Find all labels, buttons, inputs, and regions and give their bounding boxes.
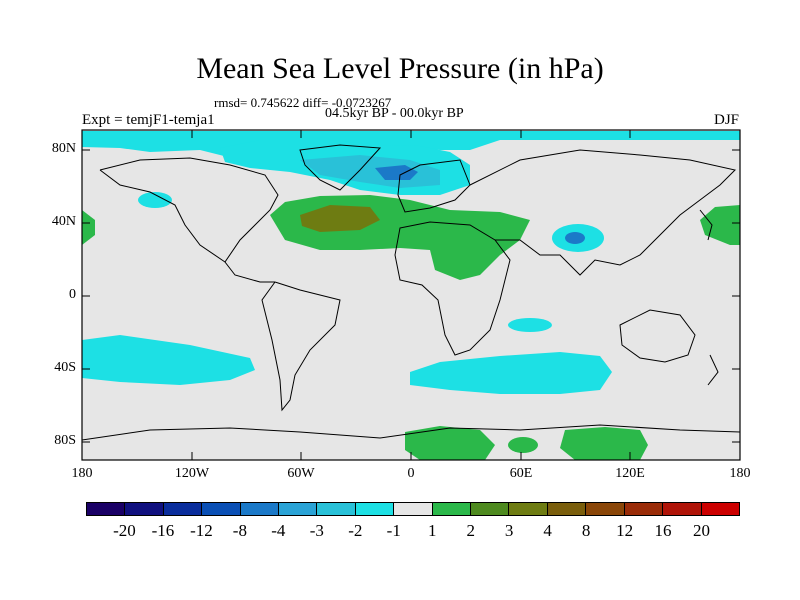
colorbar-label: 20 <box>693 521 711 540</box>
east-pacific-positive <box>82 210 95 245</box>
colorbar-label: -1 <box>386 521 401 540</box>
antarctic-positive-3 <box>508 437 538 453</box>
colorbar-label: 3 <box>504 521 514 540</box>
y-tick-0: 0 <box>69 287 76 302</box>
colorbar-swatch-10 <box>471 503 510 515</box>
antarctic-positive-1 <box>405 426 495 460</box>
colorbar-swatch-4 <box>240 503 280 515</box>
antarctica-coast <box>82 424 740 441</box>
colorbar-swatch-7 <box>355 503 395 515</box>
colorbar-swatch-16 <box>701 503 739 515</box>
colorbar-label: -4 <box>271 521 286 540</box>
greenland-deep-negative <box>375 165 418 180</box>
y-tick-80s: 80S <box>54 433 76 448</box>
y-tick-80n: 80N <box>51 141 76 156</box>
west-pacific-positive <box>700 205 740 245</box>
period-subtitle: 04.5kyr BP - 00.0kyr BP <box>325 106 464 121</box>
x-tick-120w: 120W <box>174 466 210 481</box>
north-america-west-coast <box>99 169 226 263</box>
colorbar-swatch-14 <box>624 503 664 515</box>
colorbar-label: -12 <box>190 521 213 540</box>
colorbar-label: -3 <box>309 521 324 540</box>
new-zealand-coast <box>707 354 719 386</box>
x-tick-60w: 60W <box>287 466 315 481</box>
asia-coast <box>469 149 736 276</box>
colorbar-swatch-1 <box>125 503 164 515</box>
colorbar-swatch-3 <box>202 503 241 515</box>
colorbar-swatch-6 <box>317 503 356 515</box>
colorbar-label: 16 <box>654 521 672 540</box>
south-america-coast <box>261 281 341 412</box>
y-tick-40s: 40S <box>54 360 76 375</box>
colorbar-swatch-5 <box>279 503 318 515</box>
indian-ocean-negative-small <box>508 318 552 332</box>
colorbar-label: 4 <box>543 521 552 540</box>
greenland-coast <box>299 144 382 191</box>
colorbar-swatch-15 <box>663 503 702 515</box>
colorbar-swatch-9 <box>432 503 472 515</box>
colorbar-swatch-8 <box>394 503 433 515</box>
axis-ticks <box>81 130 741 460</box>
x-tick-0: 0 <box>407 466 415 481</box>
europe-coast <box>397 159 471 213</box>
colorbar-label: -16 <box>151 521 175 540</box>
stats-subtitle: rmsd= 0.745622 diff= -0.0723267 <box>214 95 392 110</box>
north-atlantic-core-positive <box>300 205 380 232</box>
colorbar-label: 1 <box>427 521 437 540</box>
colorbar-label: -8 <box>232 521 247 540</box>
x-tick-180e: 180 <box>729 466 751 481</box>
colorbar-label: 8 <box>581 521 591 540</box>
x-tick-60e: 60E <box>509 466 533 481</box>
colorbar-label: -2 <box>348 521 363 540</box>
south-pacific-negative <box>82 335 255 385</box>
colorbar-label: -20 <box>113 521 136 540</box>
australia-coast <box>619 309 696 363</box>
colorbar-swatch-0 <box>87 503 126 515</box>
colorbar-swatch-13 <box>586 503 625 515</box>
colorbar-swatch-12 <box>547 503 587 515</box>
colorbar-label: 12 <box>616 521 634 540</box>
experiment-label: Expt = temjF1-temja1 <box>82 112 215 128</box>
y-tick-40n: 40N <box>51 214 76 229</box>
south-indian-negative <box>410 352 612 394</box>
colorbar-label: 2 <box>466 521 475 540</box>
tibet-core-negative <box>565 232 585 244</box>
north-america-coast <box>99 157 279 283</box>
antarctic-positive-2 <box>560 427 648 460</box>
x-tick-120e: 120E <box>615 466 645 481</box>
africa-coast <box>394 221 511 356</box>
japan-coast <box>699 209 713 241</box>
season-label: DJF <box>713 112 739 128</box>
colorbar <box>86 502 740 516</box>
pacific-north-negative <box>138 192 172 208</box>
colorbar-swatch-11 <box>509 503 548 515</box>
colorbar-swatch-2 <box>163 503 203 515</box>
x-tick-180w: 180 <box>71 466 93 481</box>
page-title: Mean Sea Level Pressure (in hPa) <box>196 52 604 85</box>
coastlines <box>82 144 740 441</box>
